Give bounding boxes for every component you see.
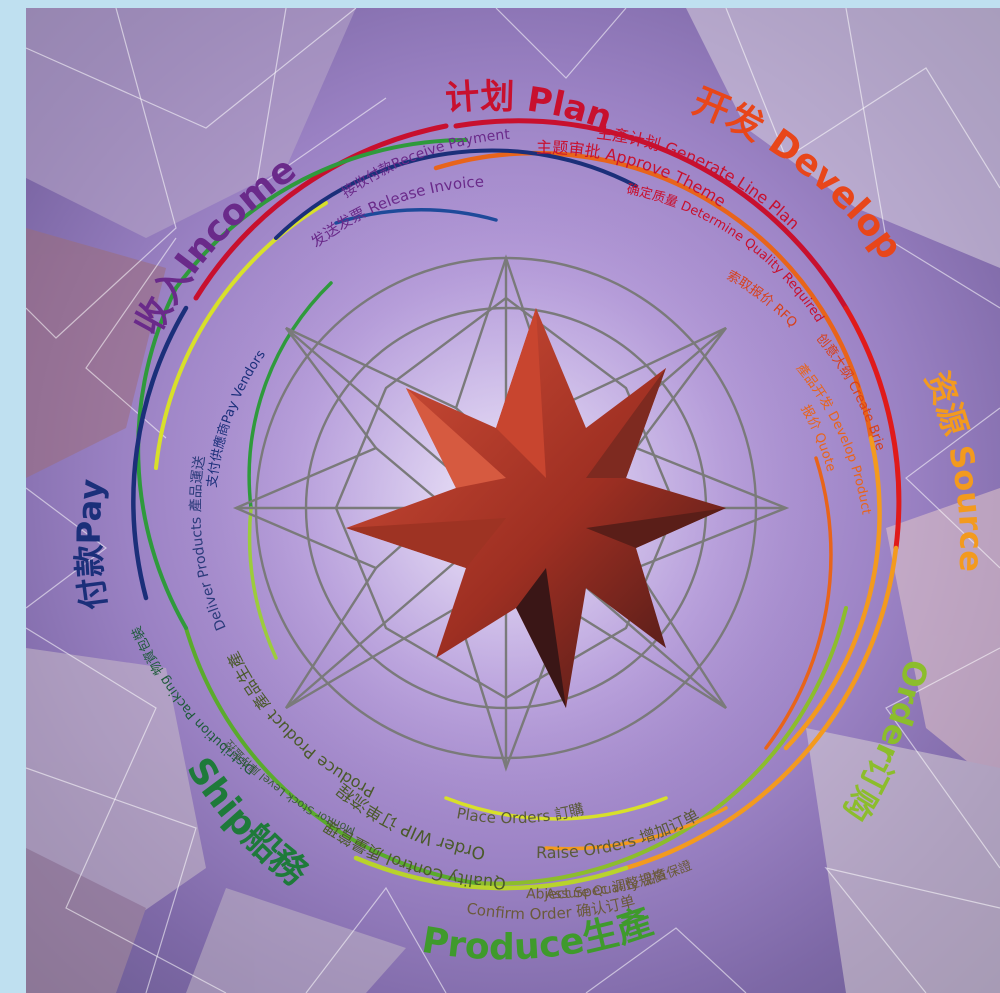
stage-pay-label: 付款Pay	[70, 477, 114, 612]
process-cycle-poster: 计划 Plan 开发 Develop 资源 Source Order订购 Pro…	[26, 8, 1000, 993]
photo-collage-background	[26, 8, 1000, 993]
triangle-mesh-lines	[26, 8, 1000, 993]
cycle-diagram: 计划 Plan 开发 Develop 资源 Source Order订购 Pro…	[26, 8, 1000, 993]
central-star-shape	[346, 308, 726, 708]
stage-plan-label: 计划 Plan	[444, 77, 617, 139]
stage-arcs	[131, 118, 902, 891]
